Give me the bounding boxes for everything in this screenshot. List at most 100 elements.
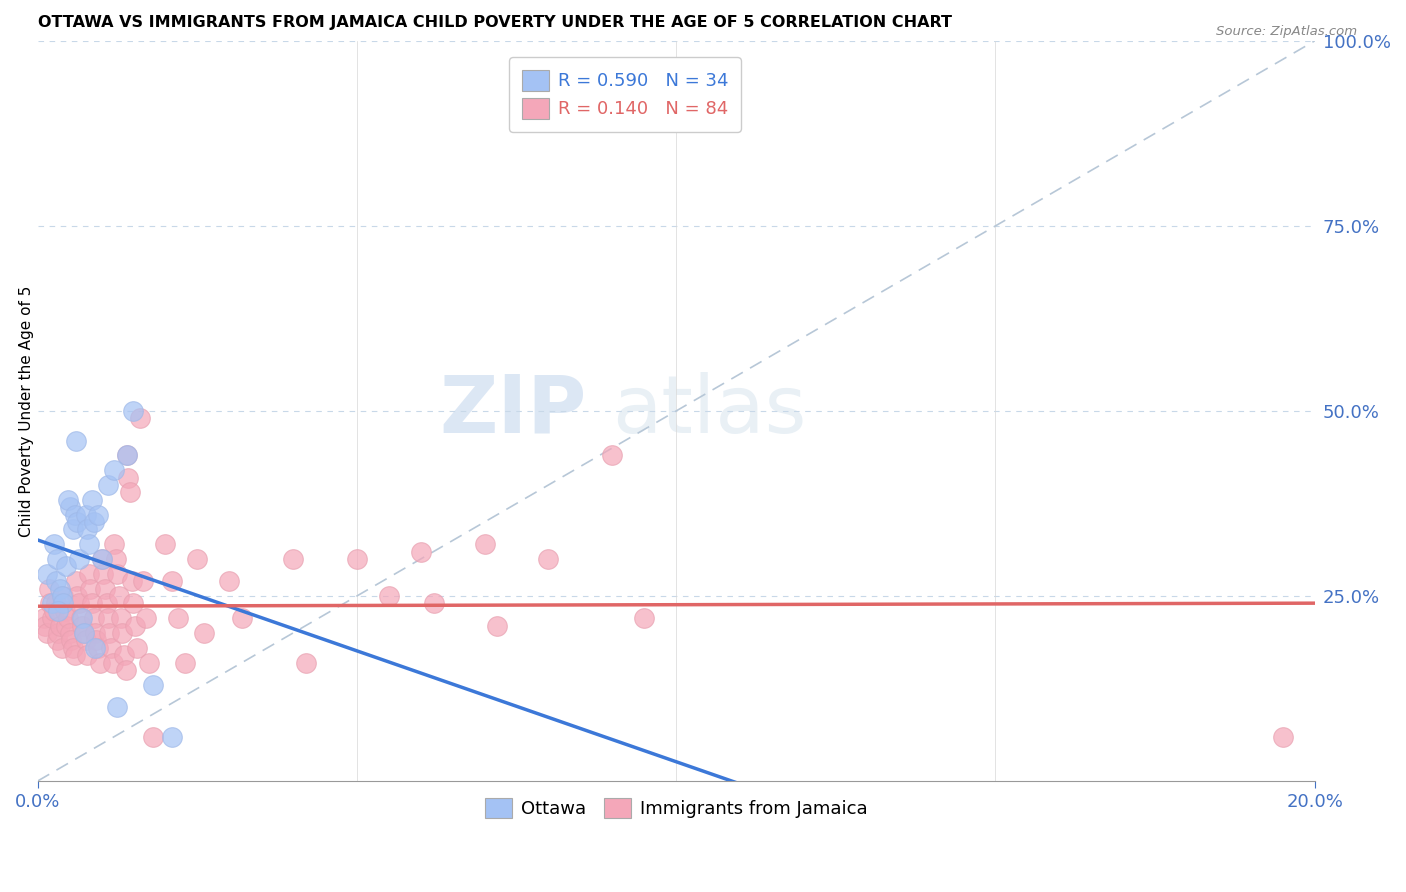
Point bbox=[128, 411, 150, 425]
Point bbox=[142, 678, 165, 692]
Point bbox=[59, 500, 82, 515]
Point bbox=[83, 611, 105, 625]
Point bbox=[142, 730, 165, 744]
Point bbox=[77, 537, 100, 551]
Point bbox=[38, 582, 60, 596]
Point bbox=[602, 448, 624, 462]
Point bbox=[51, 640, 73, 655]
Point bbox=[97, 611, 120, 625]
Point bbox=[62, 640, 84, 655]
Point bbox=[87, 508, 110, 522]
Point bbox=[125, 640, 148, 655]
Point bbox=[79, 582, 101, 596]
Point bbox=[378, 589, 401, 603]
Point bbox=[66, 589, 89, 603]
Point bbox=[45, 596, 67, 610]
Point bbox=[107, 700, 129, 714]
Point bbox=[103, 537, 125, 551]
Point bbox=[73, 626, 96, 640]
Point bbox=[100, 640, 122, 655]
Point bbox=[87, 640, 110, 655]
Point bbox=[45, 574, 67, 589]
Point bbox=[98, 626, 121, 640]
Point bbox=[96, 596, 118, 610]
Point bbox=[45, 633, 67, 648]
Point bbox=[42, 537, 65, 551]
Point bbox=[422, 596, 444, 610]
Point bbox=[80, 596, 103, 610]
Point bbox=[1271, 730, 1294, 744]
Point bbox=[121, 574, 143, 589]
Text: atlas: atlas bbox=[613, 372, 807, 450]
Point bbox=[111, 626, 134, 640]
Y-axis label: Child Poverty Under the Age of 5: Child Poverty Under the Age of 5 bbox=[20, 285, 34, 537]
Point bbox=[42, 604, 65, 618]
Point bbox=[86, 633, 108, 648]
Point bbox=[34, 618, 56, 632]
Point bbox=[84, 640, 107, 655]
Point bbox=[346, 552, 368, 566]
Point bbox=[73, 626, 96, 640]
Point bbox=[186, 552, 208, 566]
Point bbox=[108, 589, 131, 603]
Point bbox=[58, 492, 80, 507]
Point bbox=[135, 611, 157, 625]
Legend: Ottawa, Immigrants from Jamaica: Ottawa, Immigrants from Jamaica bbox=[475, 789, 877, 828]
Point bbox=[67, 552, 90, 566]
Point bbox=[63, 508, 86, 522]
Point bbox=[132, 574, 155, 589]
Point bbox=[115, 448, 138, 462]
Point bbox=[55, 559, 77, 574]
Point bbox=[55, 618, 77, 632]
Point bbox=[122, 596, 145, 610]
Point bbox=[45, 552, 67, 566]
Point bbox=[52, 589, 75, 603]
Point bbox=[120, 485, 142, 500]
Point bbox=[59, 626, 82, 640]
Point bbox=[72, 618, 94, 632]
Point bbox=[107, 566, 129, 581]
Point bbox=[65, 434, 87, 448]
Point bbox=[173, 656, 195, 670]
Point bbox=[93, 582, 115, 596]
Point bbox=[77, 566, 100, 581]
Point bbox=[62, 522, 84, 536]
Point bbox=[63, 648, 86, 663]
Point bbox=[89, 656, 111, 670]
Point bbox=[474, 537, 496, 551]
Point bbox=[167, 611, 190, 625]
Text: ZIP: ZIP bbox=[440, 372, 586, 450]
Point bbox=[115, 448, 138, 462]
Point bbox=[58, 611, 80, 625]
Text: Source: ZipAtlas.com: Source: ZipAtlas.com bbox=[1216, 25, 1357, 38]
Point bbox=[110, 611, 132, 625]
Point bbox=[52, 596, 75, 610]
Point bbox=[124, 618, 146, 632]
Point bbox=[97, 478, 120, 492]
Point bbox=[76, 522, 98, 536]
Point bbox=[75, 633, 97, 648]
Point bbox=[37, 566, 59, 581]
Point bbox=[67, 596, 90, 610]
Point bbox=[80, 492, 103, 507]
Point bbox=[138, 656, 160, 670]
Point bbox=[633, 611, 655, 625]
Point bbox=[59, 633, 82, 648]
Point bbox=[76, 648, 98, 663]
Point bbox=[49, 582, 72, 596]
Point bbox=[537, 552, 560, 566]
Point bbox=[231, 611, 253, 625]
Point bbox=[66, 515, 89, 529]
Point bbox=[49, 618, 72, 632]
Text: OTTAWA VS IMMIGRANTS FROM JAMAICA CHILD POVERTY UNDER THE AGE OF 5 CORRELATION C: OTTAWA VS IMMIGRANTS FROM JAMAICA CHILD … bbox=[38, 15, 952, 30]
Point bbox=[90, 552, 112, 566]
Point bbox=[122, 404, 145, 418]
Point bbox=[90, 552, 112, 566]
Point bbox=[155, 537, 177, 551]
Point bbox=[35, 626, 58, 640]
Point bbox=[114, 663, 136, 677]
Point bbox=[72, 611, 94, 625]
Point bbox=[51, 589, 73, 603]
Point bbox=[32, 611, 55, 625]
Point bbox=[101, 656, 124, 670]
